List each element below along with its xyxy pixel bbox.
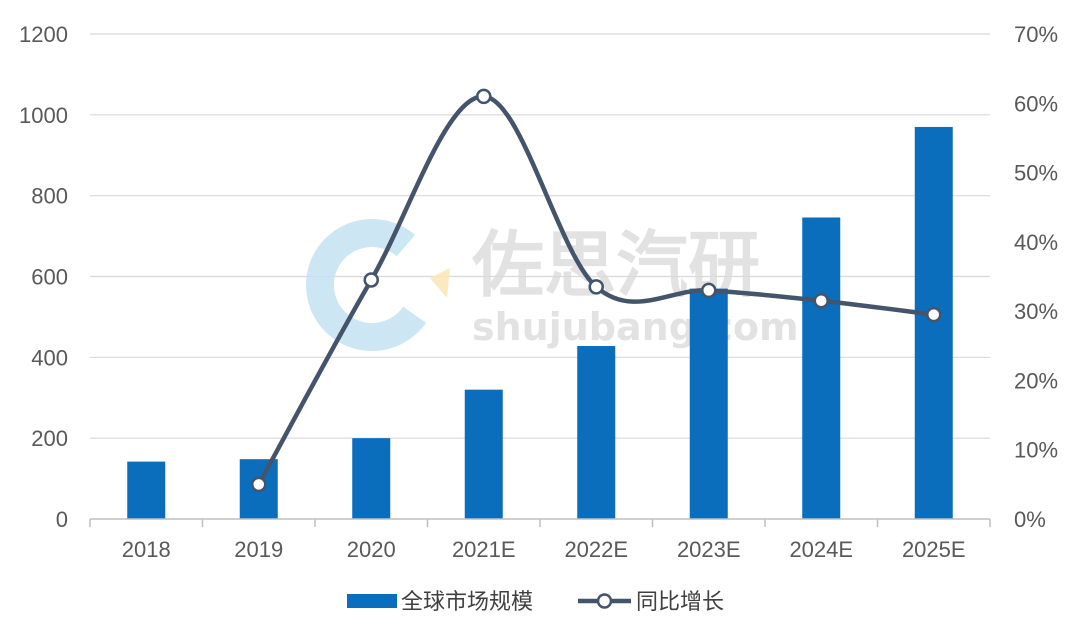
x-tick-label: 2025E <box>902 537 966 562</box>
bar <box>802 217 841 519</box>
y-left-tick-label: 1000 <box>19 103 68 128</box>
tick-labels: 0 200 400 600 800 1000 1200 0% 10% 20% 30% 40% 50% 60… <box>19 22 1058 562</box>
bar <box>464 389 503 519</box>
x-tick-label: 2019 <box>234 537 283 562</box>
legend: 全球市场规模 同比增长 <box>347 589 724 614</box>
bar <box>127 461 166 519</box>
x-tick-label: 2024E <box>789 537 853 562</box>
x-tick-label: 2020 <box>347 537 396 562</box>
y-right-tick-label: 10% <box>1014 438 1058 463</box>
y-left-tick-label: 0 <box>56 507 68 532</box>
y-left-tick-label: 600 <box>31 265 68 290</box>
y-left-tick-label: 800 <box>31 184 68 209</box>
y-left-tick-label: 400 <box>31 345 68 370</box>
growth-line-point <box>476 88 492 105</box>
growth-line-point <box>813 293 829 309</box>
y-right-tick-label: 70% <box>1014 22 1058 47</box>
y-right-tick-label: 40% <box>1014 230 1058 255</box>
growth-line-point <box>701 282 717 299</box>
bar-series <box>127 126 953 519</box>
bar <box>577 346 616 519</box>
y-left-tick-label: 1200 <box>19 22 68 47</box>
bar <box>914 126 953 519</box>
growth-line <box>256 94 936 487</box>
growth-line-point <box>926 306 942 323</box>
legend-item-line[interactable]: 同比增长 <box>578 589 724 614</box>
legend-bar-swatch <box>347 594 397 608</box>
y-right-tick-label: 50% <box>1014 161 1058 186</box>
y-right-tick-label: 60% <box>1014 91 1058 116</box>
bar <box>352 438 391 519</box>
y-right-tick-label: 30% <box>1014 299 1058 324</box>
y-right-tick-label: 20% <box>1014 368 1058 393</box>
y-right-tick-label: 0% <box>1014 507 1046 532</box>
growth-line-point <box>588 279 604 295</box>
watermark: 佐思汽研 shujubang.com <box>306 219 799 351</box>
line-series <box>251 88 942 493</box>
x-tick-label: 2022E <box>564 537 628 562</box>
x-axis <box>89 518 991 527</box>
bar <box>689 288 728 519</box>
growth-line-point <box>251 476 267 493</box>
legend-item-bar[interactable]: 全球市场规模 <box>347 589 533 614</box>
legend-line-marker <box>596 593 613 609</box>
legend-line-label: 同比增长 <box>636 589 724 614</box>
x-tick-label: 2023E <box>677 537 741 562</box>
x-tick-label: 2021E <box>452 537 516 562</box>
y-left-tick-label: 200 <box>31 426 68 451</box>
x-tick-label: 2018 <box>122 537 171 562</box>
growth-line-point <box>363 272 379 288</box>
legend-bar-label: 全球市场规模 <box>401 589 533 614</box>
watermark-en-text: shujubang.com <box>472 305 799 349</box>
